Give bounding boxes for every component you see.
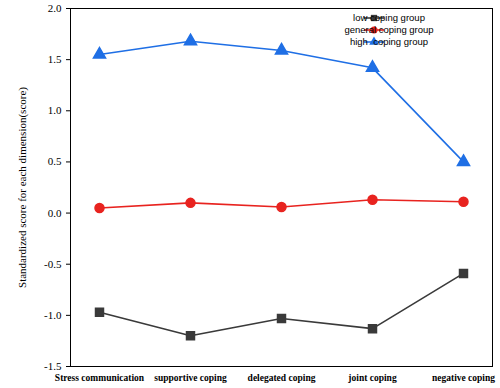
svg-text:supportive coping: supportive coping bbox=[154, 373, 227, 383]
svg-text:1.0: 1.0 bbox=[48, 104, 62, 116]
svg-text:-1.0: -1.0 bbox=[44, 309, 62, 321]
svg-text:0.5: 0.5 bbox=[48, 155, 62, 167]
svg-text:0.0: 0.0 bbox=[48, 207, 62, 219]
svg-text:-1.5: -1.5 bbox=[44, 360, 62, 372]
svg-text:joint coping: joint coping bbox=[347, 373, 397, 383]
svg-text:high coping group: high coping group bbox=[350, 36, 428, 47]
svg-text:general coping group: general coping group bbox=[344, 24, 433, 35]
svg-text:-0.5: -0.5 bbox=[44, 258, 62, 270]
svg-text:Stress communication: Stress communication bbox=[55, 373, 145, 383]
svg-text:2.0: 2.0 bbox=[48, 2, 62, 14]
svg-text:delegated coping: delegated coping bbox=[248, 373, 316, 383]
svg-text:negative coping: negative coping bbox=[432, 373, 495, 383]
svg-text:1.5: 1.5 bbox=[48, 53, 62, 65]
svg-text:low coping group: low coping group bbox=[353, 12, 425, 23]
svg-text:Standardized score for each di: Standardized score for each dimension(sc… bbox=[16, 87, 29, 288]
